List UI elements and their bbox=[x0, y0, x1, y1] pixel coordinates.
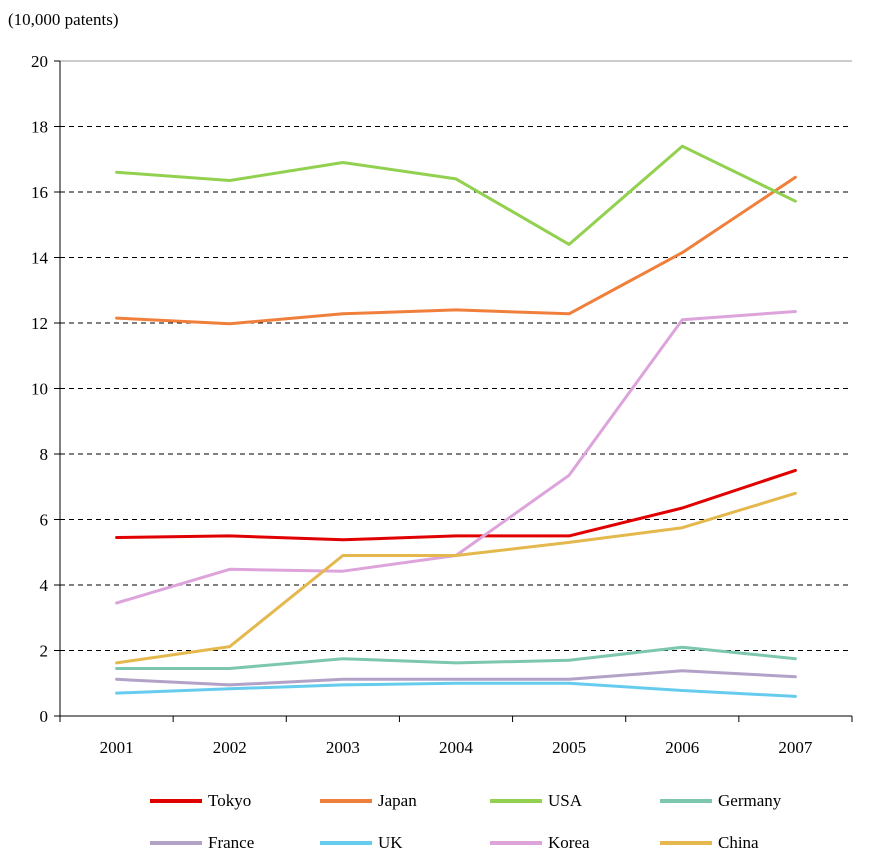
x-tick-label-2007: 2007 bbox=[778, 738, 813, 757]
legend-swatch-uk bbox=[320, 841, 372, 845]
legend-swatch-japan bbox=[320, 799, 372, 803]
legend-swatch-china bbox=[660, 841, 712, 845]
legend-swatch-germany bbox=[660, 799, 712, 803]
legend-item-uk: UK bbox=[320, 833, 490, 853]
legend: Tokyo Japan USA Germany France UK Korea bbox=[150, 780, 850, 864]
x-tick-label-2005: 2005 bbox=[552, 738, 586, 757]
legend-swatch-korea bbox=[490, 841, 542, 845]
y-tick-label-6: 6 bbox=[40, 511, 49, 530]
y-tick-label-20: 20 bbox=[31, 52, 48, 71]
y-tick-label-8: 8 bbox=[40, 445, 49, 464]
legend-label-france: France bbox=[208, 833, 255, 852]
legend-item-korea: Korea bbox=[490, 833, 660, 853]
series-line-china bbox=[115, 491, 797, 665]
series-line-korea bbox=[115, 310, 797, 605]
series-line-japan bbox=[115, 175, 797, 326]
y-tick-label-2: 2 bbox=[40, 642, 49, 661]
legend-label-china: China bbox=[718, 833, 759, 852]
legend-label-germany: Germany bbox=[718, 791, 782, 810]
x-tick-label-2004: 2004 bbox=[439, 738, 474, 757]
series-line-france bbox=[115, 669, 797, 687]
x-tick-label-2001: 2001 bbox=[100, 738, 134, 757]
y-tick-label-14: 14 bbox=[31, 249, 49, 268]
series-line-germany bbox=[115, 645, 797, 670]
y-tick-label-0: 0 bbox=[40, 707, 49, 726]
legend-label-japan: Japan bbox=[378, 791, 417, 810]
y-tick-label-12: 12 bbox=[31, 314, 48, 333]
legend-swatch-usa bbox=[490, 799, 542, 803]
x-tick-label-2006: 2006 bbox=[665, 738, 699, 757]
legend-item-tokyo: Tokyo bbox=[150, 791, 320, 811]
legend-row-1: Tokyo Japan USA Germany bbox=[150, 780, 850, 822]
legend-item-germany: Germany bbox=[660, 791, 830, 811]
legend-label-korea: Korea bbox=[548, 833, 590, 852]
x-tick-label-2003: 2003 bbox=[326, 738, 360, 757]
legend-item-japan: Japan bbox=[320, 791, 490, 811]
line-chart: 0 2 4 6 8 10 12 14 16 18 20 2001 2002 2003 2004 2005 200… bbox=[31, 52, 853, 757]
series-line-usa bbox=[115, 144, 797, 246]
y-tick-label-4: 4 bbox=[40, 576, 49, 595]
legend-item-usa: USA bbox=[490, 791, 660, 811]
legend-swatch-france bbox=[150, 841, 202, 845]
y-tick-label-10: 10 bbox=[31, 380, 48, 399]
legend-label-usa: USA bbox=[548, 791, 583, 810]
legend-swatch-tokyo bbox=[150, 799, 202, 803]
legend-item-france: France bbox=[150, 833, 320, 853]
legend-label-uk: UK bbox=[378, 833, 403, 852]
legend-label-tokyo: Tokyo bbox=[208, 791, 252, 810]
x-tick-label-2002: 2002 bbox=[213, 738, 247, 757]
y-axis-unit-label: (10,000 patents) bbox=[8, 10, 119, 29]
y-tick-label-18: 18 bbox=[31, 118, 48, 137]
legend-item-china: China bbox=[660, 833, 830, 853]
series-line-uk bbox=[115, 681, 797, 698]
legend-row-2: France UK Korea China bbox=[150, 822, 850, 864]
series-line-tokyo bbox=[115, 468, 797, 542]
y-tick-label-16: 16 bbox=[31, 183, 48, 202]
